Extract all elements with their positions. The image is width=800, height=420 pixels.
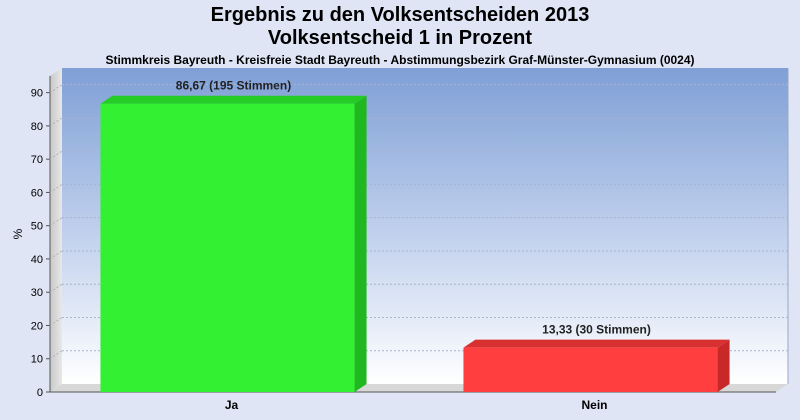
x-tick-label: Nein	[581, 398, 607, 412]
bar-side	[717, 339, 730, 392]
y-tick-label: 20	[31, 320, 43, 332]
gridline-wall	[49, 117, 63, 127]
y-tick-label: 90	[31, 88, 43, 100]
chart-title: Ergebnis zu den Volksentscheiden 2013	[210, 4, 590, 26]
y-tick-label: 60	[31, 187, 43, 199]
y-tick-label: 50	[31, 221, 43, 233]
gridline-wall	[49, 250, 63, 260]
bar-top	[100, 95, 367, 104]
gridline-wall	[49, 217, 63, 227]
y-tick-label: 40	[31, 254, 43, 266]
chart-title-2: Volksentscheid 1 in Prozent	[267, 27, 533, 49]
chart-subtitle: Stimmkreis Bayreuth - Kreisfreie Stadt B…	[105, 53, 695, 67]
gridline-wall	[49, 84, 63, 94]
plot-left-wall	[50, 68, 62, 392]
gridline-wall	[49, 350, 63, 360]
gridline-wall	[49, 150, 63, 160]
gridline-wall	[49, 184, 63, 193]
y-tick-label: 80	[31, 121, 43, 133]
y-tick-label: 10	[31, 354, 43, 366]
y-tick-label: 30	[31, 287, 43, 299]
y-axis-title: %	[11, 228, 25, 239]
y-tick-label: 70	[31, 154, 43, 166]
y-tick-label: 0	[37, 387, 43, 399]
gridline-wall	[49, 317, 63, 326]
gridline-wall	[49, 283, 63, 293]
x-tick-label: Ja	[225, 398, 239, 412]
bar-side	[354, 95, 367, 392]
bar-top	[463, 339, 730, 348]
bar	[463, 347, 718, 392]
data-label: 13,33 (30 Stimmen)	[542, 323, 651, 337]
data-label: 86,67 (195 Stimmen)	[176, 79, 291, 93]
bar	[100, 103, 355, 392]
